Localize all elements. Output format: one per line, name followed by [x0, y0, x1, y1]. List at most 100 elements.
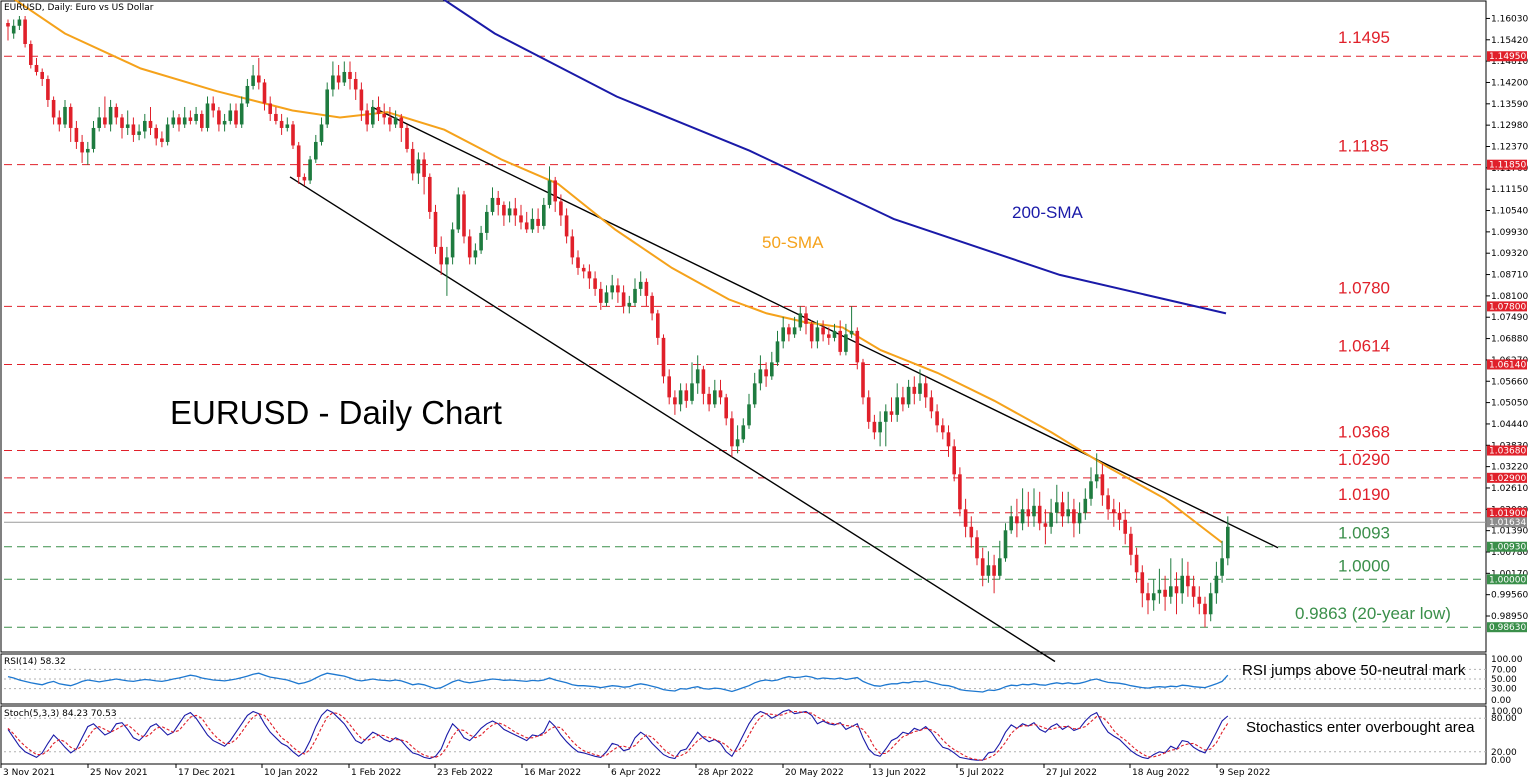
- candle-down: [912, 386, 917, 394]
- candle-down: [855, 330, 860, 363]
- candle-down: [684, 390, 689, 401]
- candle-up: [63, 106, 67, 125]
- candle-down: [1037, 505, 1042, 524]
- candle-down: [616, 285, 620, 293]
- candle-down: [177, 117, 181, 125]
- candle-down: [804, 313, 808, 324]
- candle-up: [1020, 509, 1025, 524]
- date-tick-label: 13 Jun 2022: [872, 768, 926, 778]
- price-tick-label: 1.16030: [1491, 14, 1528, 24]
- candle-up: [547, 180, 552, 205]
- sma200-line: [442, 0, 1227, 315]
- candle-down: [262, 82, 267, 104]
- stoch-tick-label: 80.00: [1491, 714, 1517, 724]
- candle-down: [114, 106, 119, 118]
- candle-up: [895, 397, 899, 415]
- candle-down: [838, 330, 842, 352]
- candle-down: [673, 397, 677, 405]
- price-tick-label: 1.14200: [1491, 78, 1528, 88]
- candle-down: [51, 99, 56, 118]
- candle-down: [428, 176, 432, 212]
- stoch-main-line: [7, 709, 1229, 761]
- candle-down: [1117, 512, 1122, 520]
- candle-down: [992, 565, 996, 576]
- candle-down: [365, 110, 369, 125]
- candle-down: [935, 411, 939, 426]
- resistance-tag-bg: [1487, 51, 1527, 62]
- candle-up: [342, 71, 347, 83]
- candle-down: [302, 176, 307, 181]
- stoch-signal-line: [7, 710, 1229, 761]
- candle-up: [393, 117, 398, 125]
- candle-up: [1055, 502, 1059, 513]
- candle-down: [1123, 519, 1127, 534]
- price-tick-label: 1.08100: [1491, 292, 1528, 302]
- candle-up: [319, 124, 324, 142]
- candle-down: [821, 327, 825, 335]
- candle-up: [1180, 575, 1184, 594]
- price-tick-label: 1.13590: [1491, 100, 1528, 110]
- candle-up: [1049, 512, 1053, 527]
- candle-up: [251, 75, 255, 86]
- candle-down: [348, 71, 352, 79]
- candle-up: [308, 159, 312, 181]
- candle-up: [1226, 526, 1230, 559]
- candle-up: [222, 120, 227, 125]
- candle-up: [416, 159, 421, 174]
- stoch-panel-frame: [0, 705, 1487, 765]
- candle-down: [644, 281, 649, 296]
- candle-up: [530, 218, 535, 230]
- candle-down: [724, 397, 728, 419]
- candle-down: [1197, 596, 1202, 604]
- stoch-tick-label: 100.00: [1491, 707, 1523, 717]
- price-tick-label: 1.00780: [1491, 548, 1528, 558]
- price-tick-label: 1.14810: [1491, 57, 1528, 67]
- candle-down: [268, 103, 272, 114]
- candle-up: [849, 330, 854, 335]
- candle-up: [137, 131, 141, 135]
- candle-down: [564, 215, 569, 237]
- price-tick-label: 1.15420: [1491, 36, 1528, 46]
- candle-down: [382, 113, 386, 118]
- resistance-tag-bg: [1487, 301, 1527, 312]
- candle-down: [353, 78, 358, 90]
- candle-down: [502, 204, 506, 216]
- candle-up: [1077, 512, 1082, 524]
- candle-down: [581, 267, 586, 272]
- rsi-tick-label: 70.00: [1491, 665, 1517, 675]
- candle-up: [798, 313, 803, 328]
- candle-down: [787, 327, 791, 335]
- resistance-tag: 1.03680: [1489, 447, 1526, 457]
- candle-up: [1169, 586, 1173, 597]
- candle-down: [154, 127, 158, 139]
- price-tick-label: 1.07490: [1491, 313, 1528, 323]
- candle-up: [11, 25, 16, 34]
- stoch-tick-label: 0.00: [1491, 756, 1511, 766]
- price-tick-label: 1.03220: [1491, 463, 1528, 473]
- symbol-header: EURUSD, Daily: Euro vs US Dollar: [4, 3, 154, 13]
- candle-up: [878, 421, 882, 433]
- candle-down: [257, 75, 261, 83]
- rsi-tick-label: 0.00: [1491, 696, 1511, 706]
- candle-up: [507, 208, 512, 216]
- candle-down: [217, 110, 221, 125]
- candle-up: [371, 106, 375, 125]
- candle-up: [91, 127, 96, 149]
- candle-down: [929, 397, 934, 412]
- candle-down: [462, 194, 466, 237]
- candle-down: [519, 215, 523, 223]
- candle-down: [963, 509, 968, 527]
- candle-up: [1032, 505, 1036, 517]
- sma50-label: 50-SMA: [762, 233, 824, 252]
- candle-down: [234, 110, 238, 125]
- candle-up: [245, 85, 250, 104]
- candle-up: [479, 232, 483, 251]
- candle-down: [1140, 572, 1145, 594]
- candle-up: [781, 327, 785, 342]
- resistance-label: 1.0614: [1338, 336, 1390, 355]
- candle-down: [274, 113, 278, 121]
- support-tag-bg: [1487, 622, 1527, 633]
- date-tick-label: 18 Aug 2022: [1132, 768, 1190, 778]
- candle-up: [86, 148, 90, 153]
